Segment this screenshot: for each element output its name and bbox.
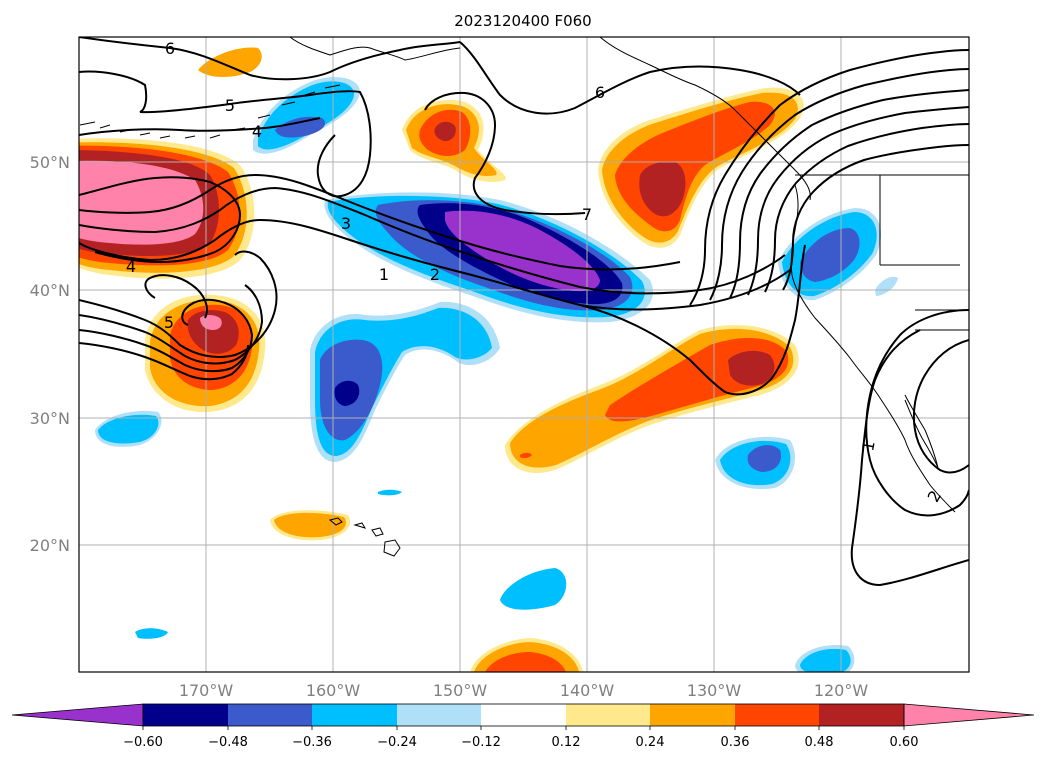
contour-east-ridge-4 — [747, 106, 969, 296]
negative-anomaly-small-1-mid — [98, 414, 159, 444]
contour-6-east — [459, 41, 801, 115]
contour-low-170w-4 — [79, 342, 249, 381]
filled-anomalies — [79, 47, 898, 672]
colorbar-extend-min — [11, 703, 144, 727]
lon-label: 130°W — [687, 681, 742, 700]
positive-anomaly-hawaii-mid — [274, 512, 346, 538]
colorbar-segment — [228, 704, 312, 726]
contour-label: 6 — [595, 83, 605, 102]
contour-east-ridge-6 — [782, 144, 969, 291]
positive-anomaly-west-max — [79, 160, 204, 245]
positive-anomaly-north-central-max — [434, 121, 456, 142]
contours — [79, 37, 969, 587]
lat-label: 20°N — [30, 536, 70, 555]
lon-label: 120°W — [814, 681, 869, 700]
contour-label: 4 — [126, 257, 136, 276]
contour-label: 4 — [252, 122, 262, 141]
lat-label: 40°N — [30, 281, 70, 300]
colorbar-segment — [397, 704, 481, 726]
plot-title: 2023120400 F060 — [454, 12, 591, 30]
contour-mexico-outer — [850, 329, 969, 587]
positive-anomaly-south-edge-high — [485, 652, 566, 672]
negative-anomaly-small-6 — [378, 489, 402, 496]
contour-label: 3 — [341, 214, 351, 233]
contour-east-ridge-2 — [709, 68, 969, 301]
longitude-labels: 170°W 160°W 150°W 140°W 130°W 120°W — [179, 681, 869, 700]
colorbar-segment — [312, 704, 397, 726]
positive-anomaly-north — [198, 47, 262, 77]
contour-east-ridge-5 — [764, 123, 969, 293]
lon-label: 150°W — [433, 681, 488, 700]
colorbar-tick-label: 0.36 — [721, 735, 750, 750]
negative-anomaly-small-7 — [875, 276, 898, 296]
contour-pacific-2 — [79, 186, 786, 295]
colorbar-segment — [566, 704, 650, 726]
colorbar-segment — [481, 704, 566, 726]
contour-label: 5 — [164, 313, 174, 332]
contour-east-ridge-1 — [689, 49, 969, 306]
colorbar: −0.60 −0.48 −0.36 −0.24 −0.12 0.12 0.24 … — [11, 703, 1035, 750]
lon-label: 170°W — [179, 681, 234, 700]
contour-low-170w-outer — [79, 250, 278, 358]
negative-anomaly-central-max — [445, 210, 600, 292]
colorbar-tick-label: −0.60 — [123, 735, 163, 750]
contour-label: 1 — [379, 265, 389, 284]
contour-east-ridge-3 — [729, 89, 969, 299]
positive-anomaly-east-band-max — [728, 350, 775, 386]
alaska-coastline — [289, 37, 811, 201]
contour-mexico-1 — [865, 309, 969, 517]
colorbar-extend-max — [903, 703, 1035, 727]
lat-label: 50°N — [30, 153, 70, 172]
colorbar-tick-label: 0.48 — [805, 735, 834, 750]
negative-anomaly-small-2-high — [747, 445, 782, 472]
map-panel: 6 5 4 3 1 2 7 6 4 5 1 2 — [78, 36, 970, 673]
contour-mexico-2 — [912, 339, 969, 474]
colorbar-tick-label: 0.60 — [890, 735, 919, 750]
positive-anomaly-northeast-max — [639, 161, 686, 217]
contour-6-north — [79, 37, 461, 81]
positive-anomaly-small-east — [520, 452, 532, 459]
contour-7 — [424, 91, 586, 216]
latitude-labels: 50°N 40°N 30°N 20°N — [30, 153, 70, 555]
contour-label: 7 — [582, 205, 592, 224]
contour-label: 1 — [858, 439, 878, 452]
hawaii-islands — [328, 517, 401, 557]
colorbar-ticks — [142, 726, 905, 730]
colorbar-tick-label: 0.12 — [552, 735, 581, 750]
negative-anomaly-small-3 — [500, 568, 567, 610]
negative-anomaly-small-5 — [135, 628, 168, 639]
colorbar-segment — [819, 704, 904, 726]
colorbar-segment — [143, 704, 228, 726]
lat-label: 30°N — [30, 409, 70, 428]
contour-pacific-3 — [79, 173, 681, 271]
map-frame — [78, 36, 970, 673]
contour-pacific-4 — [79, 176, 242, 264]
colorbar-tick-label: 0.24 — [636, 735, 665, 750]
contour-pacific-1 — [79, 218, 791, 311]
lon-label: 140°W — [560, 681, 615, 700]
colorbar-tick-label: −0.36 — [292, 735, 332, 750]
negative-anomaly-small-4-mid — [800, 648, 851, 672]
contour-low-170w-mid — [79, 284, 264, 365]
negative-anomaly-south-max — [334, 380, 360, 406]
colorbar-tick-label: −0.24 — [377, 735, 417, 750]
contour-label: 2 — [430, 265, 440, 284]
contour-4-north — [79, 117, 321, 136]
negative-anomaly-north-high — [275, 116, 326, 138]
us-border — [795, 174, 969, 331]
contour-label: 6 — [165, 39, 175, 58]
contour-trough-east-1 — [579, 244, 806, 396]
lon-label: 160°W — [306, 681, 361, 700]
colorbar-frame — [142, 703, 905, 727]
colorbar-segment — [650, 704, 735, 726]
contour-label: 5 — [225, 96, 235, 115]
colorbar-segment — [735, 704, 819, 726]
contour-low-170w-5 — [144, 274, 208, 319]
positive-anomaly-170w-peak — [200, 315, 222, 330]
negative-anomaly-california-high — [800, 228, 860, 282]
colorbar-tick-label: −0.12 — [461, 735, 501, 750]
colorbar-tick-label: −0.48 — [208, 735, 248, 750]
